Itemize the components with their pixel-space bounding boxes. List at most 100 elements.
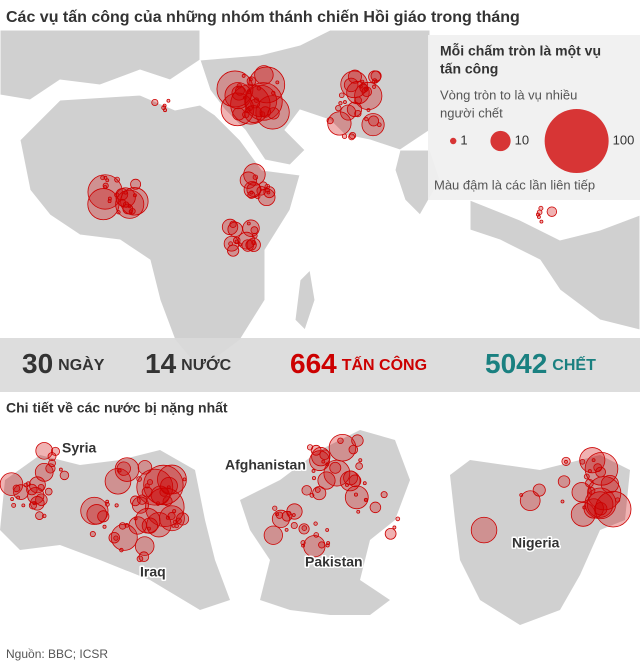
attack-dot: [30, 496, 45, 511]
attack-dot: [564, 459, 568, 464]
attack-dot: [317, 471, 336, 490]
attack-dot: [162, 496, 173, 507]
legend-size-dot: [490, 130, 511, 152]
land: [294, 268, 316, 331]
attack-dot: [311, 447, 331, 467]
attack-dot: [311, 476, 317, 481]
attack-dot: [247, 105, 253, 111]
attack-dot: [354, 96, 362, 105]
attack-dot: [338, 92, 345, 99]
attack-dot: [318, 541, 326, 549]
attack-dot: [313, 532, 319, 538]
attack-dot: [325, 528, 330, 532]
attack-dot: [355, 462, 363, 470]
attack-dot: [89, 531, 96, 538]
attack-dot: [42, 513, 47, 519]
attack-dot: [245, 85, 278, 118]
stat-label: NƯỚC: [181, 355, 231, 374]
attack-dot: [11, 502, 17, 508]
stat: 664 TẤN CÔNG: [290, 348, 427, 379]
attack-dot: [138, 551, 150, 562]
attack-dot: [340, 104, 357, 121]
attack-dot: [245, 239, 257, 251]
attack-dot: [338, 101, 343, 106]
legend-note: Màu đậm là các lần liên tiếp: [434, 177, 595, 192]
attack-dot: [108, 531, 120, 544]
legend-size-label: 10: [515, 132, 529, 147]
attack-dot: [587, 476, 622, 511]
attack-dot: [143, 464, 184, 506]
attack-dot: [118, 198, 127, 207]
attack-dot: [146, 479, 154, 486]
attack-dot: [21, 503, 26, 508]
attack-dot: [136, 468, 174, 506]
attack-dot: [230, 84, 271, 125]
attack-dot: [80, 496, 109, 525]
legend-size-label: 100: [613, 132, 635, 147]
attack-dot: [166, 485, 171, 490]
attack-dot: [220, 92, 255, 127]
attack-dot: [166, 98, 171, 103]
attack-dot: [341, 133, 348, 139]
attack-dot: [59, 470, 70, 481]
attack-dot: [44, 487, 53, 496]
attack-dot: [326, 541, 331, 546]
attack-dot: [102, 524, 107, 529]
stats-band: [0, 338, 640, 392]
legend-heading: Mỗi chấm tròn là một vụ: [440, 43, 601, 59]
attack-dot: [141, 486, 153, 498]
attack-dot: [368, 70, 382, 84]
attack-dot: [275, 511, 284, 519]
attack-dot: [232, 107, 246, 121]
country-label: Syria: [62, 440, 96, 456]
attack-dot: [48, 459, 56, 468]
attack-dot: [110, 523, 138, 551]
attack-dot: [348, 131, 357, 140]
attack-dot: [561, 456, 571, 466]
attack-dot: [250, 226, 259, 235]
attack-dot: [343, 77, 359, 93]
attack-dot: [360, 79, 365, 84]
attack-dot: [266, 190, 271, 195]
attack-dot: [587, 487, 596, 495]
attack-dot: [586, 491, 614, 518]
attack-dot: [113, 535, 119, 541]
attack-dot: [364, 116, 369, 122]
country-label: Nigeria: [512, 535, 560, 551]
attack-dot: [546, 206, 558, 217]
legend-size-dot: [544, 109, 609, 173]
attack-dot: [161, 105, 167, 111]
attack-dot: [594, 490, 632, 528]
stat: 30 NGÀY: [22, 348, 105, 379]
attack-dot: [358, 458, 363, 463]
attack-dot: [519, 490, 541, 511]
attack-dot: [301, 543, 305, 548]
attack-dot: [151, 98, 159, 107]
attack-dot: [172, 509, 177, 514]
world-map: [0, 29, 640, 371]
attack-dot: [284, 527, 289, 532]
attack-dot: [146, 512, 172, 538]
attack-dot: [134, 536, 155, 556]
attack-dot: [102, 182, 109, 189]
attack-dot: [145, 487, 185, 527]
attack-dot: [353, 492, 358, 497]
attack-dot: [587, 469, 592, 474]
source: Nguồn: BBC; ICSR: [6, 647, 108, 661]
attack-dot: [58, 467, 63, 472]
legend-size-dot: [450, 137, 457, 145]
attack-dot: [133, 516, 138, 521]
attack-dot: [301, 525, 308, 531]
country-shape: [450, 455, 630, 625]
attack-dot: [298, 523, 310, 535]
attack-dot: [348, 474, 362, 488]
stats: 30 NGÀY 14 NƯỚC 664 TẤN CÔNG 5042 CHẾT: [22, 348, 596, 379]
attack-dot: [560, 499, 565, 504]
legend-box: [428, 35, 640, 200]
attack-dot: [311, 469, 316, 473]
attack-dot: [306, 444, 314, 451]
attack-dot: [26, 483, 38, 496]
attack-dot: [114, 192, 120, 198]
attack-dot: [337, 437, 344, 445]
attack-dot: [105, 499, 110, 504]
